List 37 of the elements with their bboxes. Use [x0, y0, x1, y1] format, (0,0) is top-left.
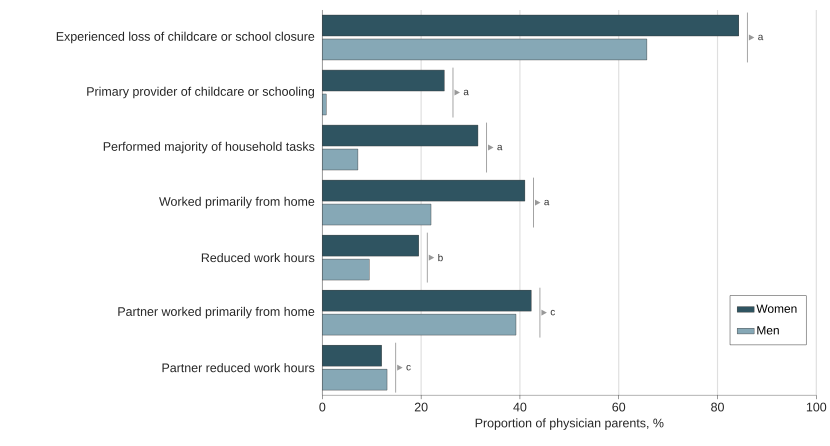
bar [322, 124, 478, 146]
y-tick-label: Partner reduced work hours [162, 363, 314, 372]
annotation: c [406, 364, 411, 370]
annotation: a [758, 34, 764, 40]
annotation: c [550, 310, 556, 316]
x-tick-label: 80 [711, 402, 724, 412]
legend-label: Men [757, 326, 779, 335]
bar [322, 290, 532, 312]
y-tick-label: Worked primarily from home [159, 196, 314, 208]
bar [322, 344, 382, 366]
annotation: a [464, 90, 469, 96]
y-tick-label: Reduced work hours [202, 253, 314, 262]
y-tick-label: Experienced loss of childcare or school closure [56, 32, 314, 44]
x-tick-label: 100 [806, 402, 826, 412]
bar [322, 38, 648, 60]
y-tick-label: Performed majority of household tasks [104, 142, 314, 154]
annotation: a [544, 200, 550, 206]
bar [322, 234, 419, 256]
bar [322, 314, 516, 336]
bar [322, 258, 370, 280]
x-tick-label: 40 [513, 402, 526, 412]
bar [322, 14, 739, 36]
bar [322, 148, 358, 170]
annotation: a [497, 144, 502, 150]
x-tick-label: 60 [612, 402, 626, 412]
x-tick-label: 20 [414, 402, 428, 412]
bar [322, 94, 326, 116]
bar [322, 180, 526, 202]
x-axis-title: Proportion of physician parents, % [476, 418, 664, 430]
legend-label: Women [756, 304, 796, 313]
bar [322, 368, 388, 390]
x-tick-label: 0 [319, 402, 326, 412]
bar [322, 70, 445, 92]
y-tick-label: Primary provider of childcare or schooling [87, 86, 314, 98]
annotation: b [438, 254, 443, 262]
y-tick-label: Partner worked primarily from home [118, 306, 314, 318]
bar [322, 204, 432, 226]
